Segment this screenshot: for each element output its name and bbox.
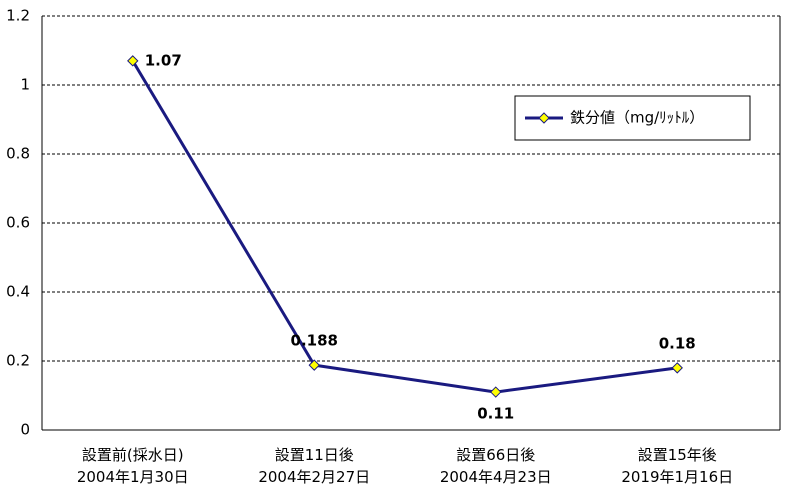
data-label: 0.18	[659, 334, 696, 352]
y-tick-label: 0.4	[6, 283, 30, 301]
line	[131, 60, 678, 394]
marker	[490, 386, 502, 398]
y-tick-label: 1.2	[6, 7, 30, 25]
marker	[127, 55, 139, 67]
legend-marker	[538, 112, 550, 124]
y-tick-label: 1	[20, 76, 30, 94]
data-label: 0.188	[291, 332, 338, 350]
marker	[308, 359, 320, 371]
x-tick-label: 設置15年後 2019年1月16日	[621, 446, 734, 486]
data-label: 1.07	[145, 51, 182, 69]
x-tick-label: 設置66日後 2004年4月23日	[439, 446, 552, 486]
data-label: 0.11	[477, 405, 514, 423]
x-tick-label: 設置前(採水日) 2004年1月30日	[76, 446, 189, 486]
x-tick-label: 設置11日後 2004年2月27日	[258, 446, 371, 486]
y-tick-label: 0.6	[6, 214, 30, 232]
legend-label: 鉄分値（mg/ﾘｯﾄﾙ）	[570, 109, 704, 127]
y-tick-label: 0.8	[6, 145, 30, 163]
marker	[671, 362, 683, 374]
y-tick-label: 0	[20, 421, 30, 439]
y-tick-label: 0.2	[6, 352, 30, 370]
